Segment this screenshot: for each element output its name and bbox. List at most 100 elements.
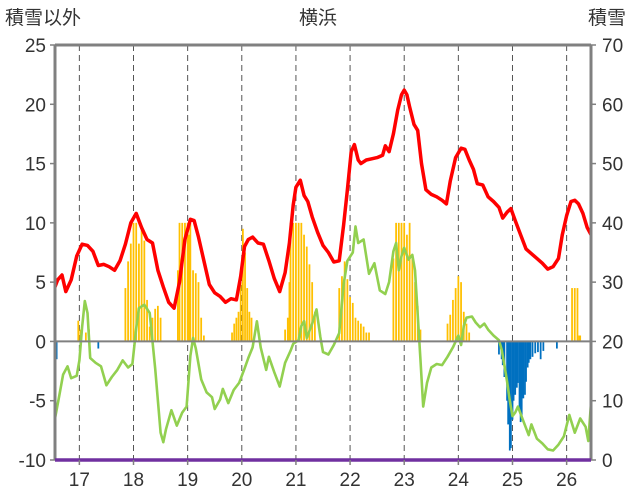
bar: [349, 296, 351, 342]
bar: [148, 326, 151, 342]
bar: [395, 222, 397, 342]
x-tick-label: 20: [231, 470, 252, 491]
x-tick-label: 18: [123, 470, 144, 491]
bar: [518, 341, 521, 412]
bar: [129, 243, 132, 342]
bar: [77, 320, 80, 342]
bar: [400, 222, 403, 342]
bar: [449, 314, 452, 342]
bar: [457, 276, 460, 342]
bar: [406, 234, 408, 342]
x-tick-label: 26: [556, 470, 577, 491]
right-tick-label: 20: [602, 332, 623, 353]
bar: [156, 305, 159, 342]
bar: [132, 222, 135, 342]
right-tick-label: 10: [602, 392, 623, 413]
x-tick-label: 23: [394, 470, 415, 491]
bar: [454, 288, 457, 342]
bar: [187, 234, 190, 342]
bar: [241, 228, 244, 342]
bar: [498, 341, 500, 355]
left-tick-label: 5: [35, 273, 46, 294]
bar: [368, 332, 370, 342]
bar: [460, 282, 462, 342]
bar: [529, 341, 532, 360]
bar: [143, 240, 146, 342]
left-tick-label: 25: [25, 36, 46, 57]
bar: [338, 288, 341, 342]
bar: [250, 317, 253, 342]
bar: [360, 323, 362, 342]
bar: [573, 288, 576, 342]
bar: [446, 323, 449, 342]
x-tick-label: 25: [502, 470, 523, 491]
bar: [248, 311, 251, 342]
bar: [233, 323, 236, 342]
bar: [97, 341, 100, 349]
line-series: [55, 88, 591, 452]
bar: [84, 332, 87, 342]
bar: [579, 335, 582, 342]
bar: [556, 341, 558, 349]
bar: [284, 329, 286, 342]
grid-lines: [78, 45, 568, 460]
bar: [539, 341, 542, 360]
x-axis-ticks: 17 18 19 20 21 22 23 24 25 26: [69, 460, 577, 491]
bar: [305, 246, 308, 342]
bar: [203, 335, 205, 342]
left-tick-label: 10: [25, 214, 46, 235]
bar: [576, 288, 579, 342]
bar: [192, 270, 194, 342]
left-axis-ticks: -10 -5 0 5 10 15 20 25: [19, 36, 55, 472]
bar: [519, 341, 522, 423]
bar: [346, 279, 349, 342]
bar: [534, 341, 537, 354]
bar: [246, 288, 249, 342]
bar: [362, 326, 365, 342]
bar: [531, 341, 534, 357]
bar: [365, 332, 368, 342]
bar: [127, 261, 129, 342]
bar: [354, 317, 357, 342]
bar: [197, 282, 200, 342]
bar: [184, 222, 186, 342]
left-tick-label: 15: [25, 155, 46, 176]
bar: [571, 288, 573, 342]
bar: [392, 258, 395, 342]
right-axis-title: 積雪: [588, 7, 626, 29]
bar: [414, 282, 416, 342]
bar: [465, 323, 468, 342]
x-tick-label: 17: [69, 470, 90, 491]
x-tick-label: 19: [177, 470, 198, 491]
bar: [419, 329, 422, 342]
bar: [308, 264, 311, 342]
bar: [511, 341, 514, 420]
bar: [235, 317, 238, 342]
right-tick-label: 30: [602, 273, 623, 294]
right-tick-label: 60: [602, 95, 623, 116]
bar: [527, 341, 530, 363]
bar: [524, 341, 526, 395]
bar: [537, 341, 539, 353]
bar: [55, 341, 58, 360]
bar: [411, 258, 414, 342]
bar: [520, 341, 523, 419]
bar: [468, 332, 471, 342]
bar: [397, 222, 400, 342]
bar: [138, 243, 140, 342]
bar: [146, 299, 148, 342]
bar: [194, 273, 197, 342]
left-tick-label: 20: [25, 95, 46, 116]
bar: [300, 222, 303, 342]
bar: [292, 222, 295, 342]
x-tick-label: 22: [340, 470, 361, 491]
bar: [124, 288, 127, 342]
bar: [286, 317, 289, 342]
right-tick-label: 40: [602, 214, 623, 235]
bar: [515, 341, 518, 388]
bar: [343, 261, 346, 342]
bar: [140, 228, 143, 342]
bar: [135, 222, 138, 342]
bar: [303, 234, 305, 342]
